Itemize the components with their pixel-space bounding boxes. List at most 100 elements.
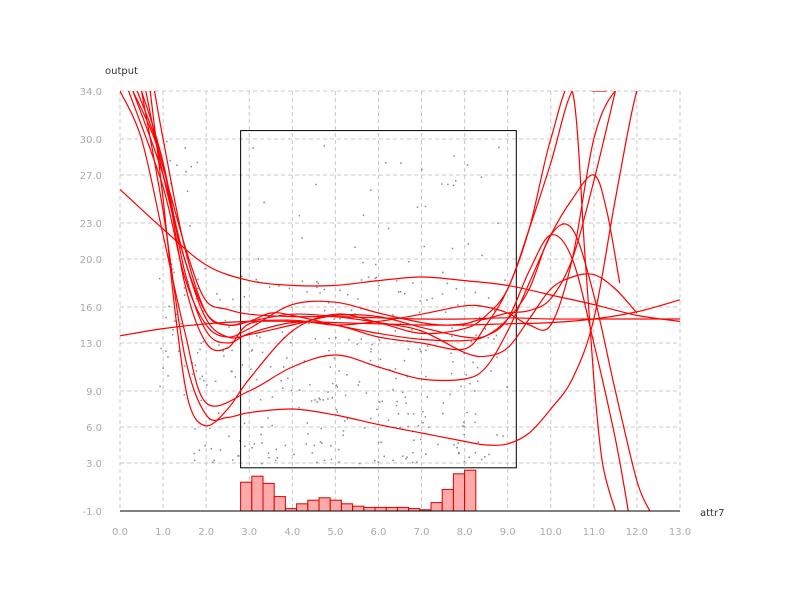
- scatter-point: [271, 396, 274, 398]
- x-tick-label: 6.0: [371, 527, 387, 538]
- scatter-point: [228, 435, 230, 437]
- scatter-point: [406, 375, 409, 378]
- scatter-point: [313, 444, 316, 447]
- scatter-point: [255, 335, 258, 337]
- scatter-point: [363, 427, 366, 429]
- scatter-point: [260, 433, 262, 436]
- y-tick-label: 13.0: [80, 339, 102, 350]
- scatter-point: [469, 382, 471, 385]
- x-tick-label: 0.0: [112, 527, 128, 538]
- scatter-point: [417, 425, 420, 427]
- scatter-point: [197, 287, 199, 290]
- scatter-point: [290, 389, 293, 392]
- scatter-point: [261, 462, 263, 465]
- scatter-point: [204, 445, 206, 447]
- scatter-point: [317, 282, 320, 285]
- scatter-point: [407, 348, 409, 350]
- scatter-point: [175, 313, 178, 316]
- scatter-point: [185, 170, 187, 173]
- scatter-point: [199, 377, 201, 380]
- curve-10: [140, 91, 637, 352]
- scatter-point: [367, 276, 370, 278]
- scatter-point: [346, 418, 349, 420]
- scatter-point: [291, 306, 293, 309]
- y-tick-label: 3.0: [86, 459, 102, 470]
- scatter-point: [455, 288, 458, 290]
- scatter-point: [474, 421, 476, 424]
- scatter-point: [176, 164, 178, 167]
- histogram-bar: [464, 469, 477, 512]
- scatter-point: [168, 305, 170, 308]
- scatter-point: [174, 215, 176, 218]
- scatter-point: [251, 446, 253, 449]
- scatter-point: [399, 290, 402, 293]
- scatter-point: [323, 288, 325, 291]
- scatter-point: [198, 449, 201, 452]
- scatter-point: [286, 357, 288, 359]
- scatter-point: [462, 325, 465, 327]
- scatter-point: [338, 370, 340, 372]
- scatter-point: [370, 348, 372, 350]
- scatter-point: [465, 374, 468, 376]
- scatter-point: [173, 320, 176, 322]
- scatter-point: [466, 411, 468, 414]
- scatter-point: [403, 359, 406, 362]
- y-tick-label: -1.0: [82, 507, 102, 518]
- curve-1: [120, 188, 680, 322]
- scatter-point: [413, 439, 415, 441]
- scatter-point: [193, 459, 196, 462]
- y-tick-label: 34.0: [80, 87, 102, 98]
- scatter-point: [403, 292, 406, 295]
- scatter-point: [474, 390, 476, 392]
- scatter-point: [412, 451, 414, 454]
- scatter-point: [206, 384, 208, 386]
- scatter-point: [231, 349, 233, 352]
- y-tick-label: 20.0: [80, 255, 102, 266]
- scatter-point: [376, 408, 378, 411]
- scatter-point: [186, 190, 189, 193]
- scatter-point: [171, 268, 174, 270]
- scatter-point: [502, 435, 504, 437]
- scatter-point: [255, 322, 258, 324]
- scatter-point: [476, 366, 479, 369]
- scatter-point: [293, 453, 295, 456]
- scatter-point: [405, 458, 407, 460]
- scatter-point: [475, 334, 477, 336]
- curve-9: [128, 91, 616, 338]
- scatter-point: [203, 379, 205, 382]
- scatter-point: [200, 342, 203, 345]
- scatter-point: [342, 430, 345, 432]
- scatter-point: [442, 402, 445, 404]
- scatter-point: [314, 399, 316, 401]
- scatter-point: [411, 461, 414, 464]
- scatter-point: [330, 458, 333, 461]
- scatter-point: [261, 351, 264, 354]
- scatter-point: [463, 352, 466, 355]
- histogram-bar: [352, 505, 365, 512]
- histogram-bar: [452, 473, 466, 512]
- scatter-point: [263, 201, 265, 204]
- x-tick-label: 9.0: [500, 527, 516, 538]
- x-tick-label: 1.0: [155, 527, 171, 538]
- scatter-point: [195, 297, 197, 300]
- scatter-point: [449, 393, 451, 396]
- scatter-point: [394, 367, 397, 370]
- histogram-bar: [318, 497, 331, 512]
- scatter-point: [311, 452, 314, 454]
- scatter-point: [371, 343, 373, 346]
- scatter-point: [202, 340, 205, 343]
- scatter-point: [275, 448, 278, 451]
- scatter-point: [350, 309, 353, 312]
- scatter-point: [428, 426, 430, 428]
- scatter-point: [283, 366, 285, 368]
- scatter-point: [461, 425, 464, 427]
- scatter-point: [162, 367, 164, 369]
- scatter-point: [424, 205, 427, 208]
- scatter-point: [306, 291, 308, 293]
- scatter-point: [267, 417, 269, 419]
- scatter-point: [331, 397, 334, 399]
- scatter-point: [169, 159, 171, 162]
- scatter-point: [319, 292, 321, 294]
- scatter-point: [298, 389, 301, 391]
- selection-rectangle: [240, 130, 517, 469]
